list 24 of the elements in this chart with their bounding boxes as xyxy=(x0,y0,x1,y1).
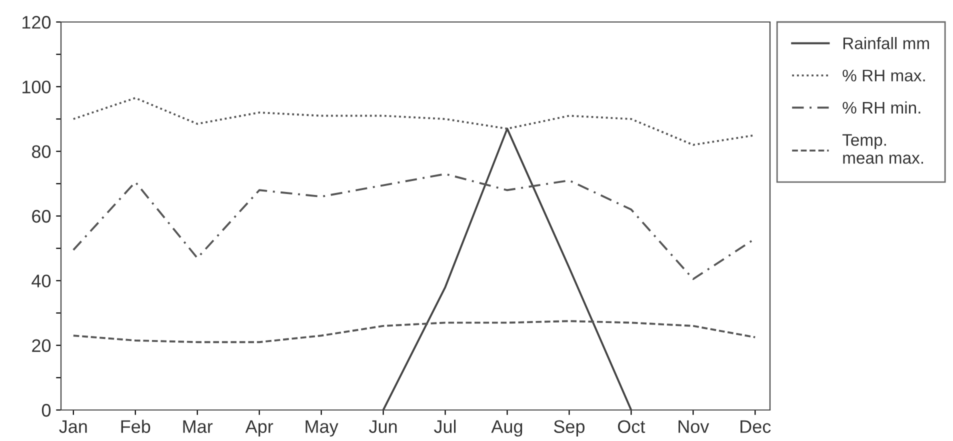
x-tick-label: Sep xyxy=(554,420,585,437)
legend-label: Rainfall mm xyxy=(843,37,929,50)
x-tick-label: Apr xyxy=(245,420,274,437)
x-tick-label: Jan xyxy=(59,420,87,433)
x-tick-label: Mar xyxy=(183,420,213,433)
line-series xyxy=(72,320,756,344)
x-tick-label: Oct xyxy=(618,420,646,433)
x-tick-label: Feb xyxy=(121,420,150,433)
y-tick-label: 40 xyxy=(32,274,51,288)
x-tick-label: Jul xyxy=(434,420,456,433)
legend-label: % RH min. xyxy=(842,101,920,114)
x-tick-label: Nov xyxy=(678,420,710,433)
y-tick-label: 0 xyxy=(42,404,51,417)
y-tick-label: 60 xyxy=(32,210,51,223)
y-tick-label: 20 xyxy=(32,339,51,352)
y-tick-label: 120 xyxy=(22,16,51,29)
x-tick-label: Jun xyxy=(369,420,397,433)
x-tick-label: Aug xyxy=(491,420,522,437)
legend-label: Temp. mean max. xyxy=(842,134,924,164)
y-tick-label: 80 xyxy=(32,145,51,158)
legend-label: % RH max. xyxy=(842,70,925,82)
y-tick-label: 100 xyxy=(22,80,51,94)
x-tick-label: May xyxy=(306,420,338,437)
x-tick-label: Dec xyxy=(740,420,771,433)
